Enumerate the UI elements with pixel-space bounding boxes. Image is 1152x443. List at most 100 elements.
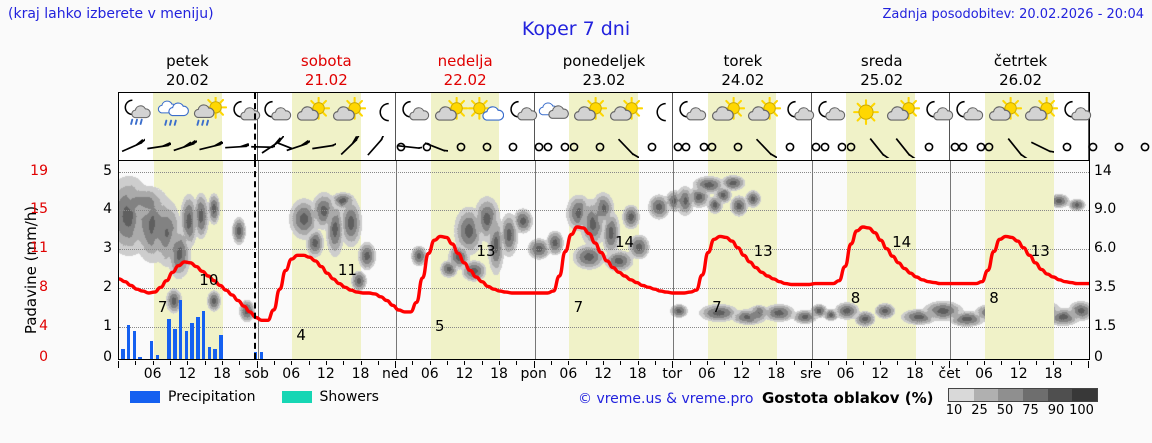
precipitation-bar xyxy=(219,335,223,359)
moon-cloud-icon xyxy=(956,100,984,121)
x-tick xyxy=(221,361,223,365)
day-header-strip: petek 20.02 sobota 21.02 nedelja 22.02 ponedel… xyxy=(118,52,1090,92)
page-title: Koper 7 dni xyxy=(521,18,631,40)
axis-tick-label: 15 xyxy=(30,201,48,217)
icon-day-column-1 xyxy=(258,93,466,160)
day-header-6: četrtek 26.02 xyxy=(951,52,1090,92)
moon-cloud-icon xyxy=(818,100,846,121)
wind-barb-icon xyxy=(647,142,657,152)
temperature-value-label: 13 xyxy=(1030,242,1050,261)
icon-cell xyxy=(504,94,540,134)
cloud-density-step-100 xyxy=(1072,389,1098,401)
temperature-value-label: 13 xyxy=(476,242,496,261)
wind-cell xyxy=(673,135,699,159)
axis-tick-label: 9.0 xyxy=(1094,201,1117,217)
x-tick xyxy=(706,361,708,365)
day-separator xyxy=(534,161,536,359)
icon-cell xyxy=(607,94,643,134)
wind-cell xyxy=(665,135,691,159)
wind-barb-icon xyxy=(121,137,145,153)
day-header-4: torek 24.02 xyxy=(673,52,812,92)
wind-cell xyxy=(1054,135,1080,159)
precipitation-bar xyxy=(196,317,200,359)
x-axis-label: 06 xyxy=(559,366,578,382)
x-axis-label: 06 xyxy=(975,366,993,382)
icon-row xyxy=(396,94,538,134)
x-tick xyxy=(1001,361,1003,365)
moon-icon xyxy=(379,102,389,122)
icon-cell xyxy=(535,94,571,134)
icon-cell xyxy=(571,94,607,134)
wind-barb-row xyxy=(812,135,1012,159)
x-axis-label: 06 xyxy=(836,366,855,382)
cloud-density-scale-labels: 10 25 50 75 90 100 xyxy=(940,403,1108,419)
icon-cell xyxy=(119,94,155,134)
wind-barb-icon xyxy=(1089,142,1098,152)
wind-cell xyxy=(1080,135,1106,159)
wind-cell xyxy=(699,135,725,159)
axis-tick-label: 1.5 xyxy=(1094,318,1117,334)
wind-cell xyxy=(119,135,145,159)
sun-icon xyxy=(853,99,879,125)
cloud-sun-icon xyxy=(468,97,505,121)
x-tick xyxy=(1036,361,1038,365)
daylight-bands xyxy=(812,93,950,160)
weather-icon-strip xyxy=(118,92,1150,160)
x-tick xyxy=(654,361,656,365)
wind-barb-icon xyxy=(1141,142,1150,152)
wind-cell xyxy=(396,135,423,159)
copyright-link[interactable]: © vreme.us & vreme.pro xyxy=(578,391,754,407)
wind-cell xyxy=(171,135,197,159)
wind-barb-icon xyxy=(673,142,683,152)
wind-barb-icon xyxy=(985,142,994,152)
icon-day-column-3 xyxy=(535,93,735,160)
temperature-value-label: 14 xyxy=(615,233,635,251)
cloud-density-scale-label: 90 xyxy=(1047,403,1065,418)
wind-cell xyxy=(968,135,994,159)
wind-barb-icon xyxy=(707,142,717,152)
daylight-band xyxy=(985,161,1055,359)
wind-cell xyxy=(258,135,284,159)
sun-cloud-icon xyxy=(609,97,643,121)
moon-cloud-icon xyxy=(402,100,430,121)
wind-barb-icon xyxy=(225,142,249,149)
icon-cell xyxy=(884,94,920,134)
icon-row xyxy=(258,94,396,134)
x-tick xyxy=(1088,361,1089,368)
wind-cell xyxy=(448,135,474,159)
day-header-3: ponedeljek 23.02 xyxy=(535,52,674,92)
day-name: torek xyxy=(723,52,763,70)
wind-barb-row xyxy=(950,135,1150,159)
day-separator xyxy=(396,161,398,359)
x-tick xyxy=(1018,361,1020,365)
icon-cell xyxy=(191,94,227,134)
x-axis-label: sob xyxy=(244,366,269,382)
icon-cell xyxy=(673,94,709,134)
precipitation-bar xyxy=(167,319,171,359)
icon-cell xyxy=(812,94,848,134)
x-tick xyxy=(689,361,691,365)
daylight-bands xyxy=(396,93,534,160)
x-tick xyxy=(169,361,171,365)
wind-cell xyxy=(535,135,561,159)
x-tick xyxy=(412,361,414,365)
precipitation-bar xyxy=(201,311,206,359)
x-axis-label: 18 xyxy=(905,366,924,382)
x-tick xyxy=(187,361,189,365)
temperature-value-label: 7 xyxy=(712,298,722,316)
wind-barb-icon xyxy=(617,138,639,158)
x-tick xyxy=(135,361,137,365)
axis-tick-label: 5 xyxy=(103,163,112,179)
temperature-value-label: 7 xyxy=(573,298,584,316)
cloud-density-step-50 xyxy=(998,389,1024,401)
icon-cell xyxy=(258,94,294,134)
sun-cloud-icon xyxy=(573,97,607,121)
wind-cell xyxy=(777,135,803,159)
wind-barb-row xyxy=(258,135,466,159)
cloud-density-step-10 xyxy=(949,389,974,401)
precipitation-bar xyxy=(138,357,142,359)
icon-cell xyxy=(781,94,817,134)
icon-day-column-2 xyxy=(396,93,596,160)
x-tick xyxy=(949,361,951,368)
axis-tick-label: 0 xyxy=(1094,349,1103,365)
